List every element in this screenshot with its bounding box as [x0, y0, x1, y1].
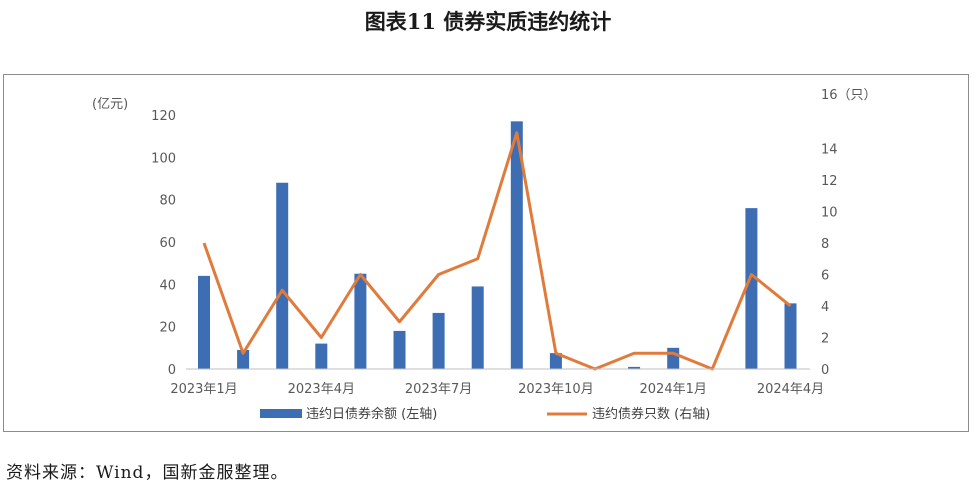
bar-2023-05: [354, 273, 367, 369]
x-tick-label: 2024年1月: [640, 382, 707, 397]
bar-2023-06: [393, 330, 406, 369]
legend-bar-label: 违约日债券余额 (左轴): [306, 406, 437, 422]
left-tick-label: 0: [168, 363, 176, 378]
bar-2024-03: [745, 208, 758, 369]
left-tick-label: 80: [159, 194, 176, 209]
x-tick-label: 2023年1月: [170, 382, 237, 397]
right-tick-label: 14: [821, 143, 838, 158]
line-path: [202, 131, 792, 371]
bar-2023-03: [276, 182, 289, 369]
bar-2023-10: [549, 353, 562, 369]
bar-2023-02: [237, 349, 250, 369]
right-axis-ticks: 0 2 4 6 8 10 12 14: [821, 143, 838, 379]
x-tick-label: 2023年4月: [288, 382, 355, 397]
right-tick-label: 12: [821, 174, 838, 189]
left-tick-label: 60: [159, 236, 176, 251]
right-tick-label: 8: [821, 237, 829, 252]
legend-bar-swatch: [260, 409, 302, 418]
bar-2023-04: [315, 343, 328, 369]
left-tick-label: 120: [151, 109, 176, 124]
source-note: 资料来源：Wind，国新金服整理。: [6, 463, 289, 483]
legend-line-label: 违约债券只数 (右轴): [592, 406, 710, 422]
bar-2024-04: [784, 303, 797, 369]
bar-2023-07: [432, 312, 445, 369]
x-tick-label: 2024年4月: [757, 382, 824, 397]
x-axis-ticks: 2023年1月 2023年4月 2023年7月 2023年10月 2024年1月 2024…: [170, 382, 824, 397]
left-tick-label: 20: [159, 321, 176, 336]
bar-2023-08: [471, 286, 484, 369]
right-axis-unit: 16（只）: [821, 88, 877, 103]
bar-2023-12: [628, 366, 641, 369]
left-axis-ticks: 0 20 40 60 80 100 120: [151, 109, 176, 378]
bar-2023-01: [198, 275, 210, 369]
left-tick-label: 40: [159, 278, 176, 293]
line-series: [202, 131, 792, 371]
bar-series: [198, 121, 797, 369]
x-tick-label: 2023年10月: [518, 382, 594, 397]
left-axis-unit: (亿元): [92, 97, 128, 112]
chart-frame: 0 20 40 60 80 100 120 0 2 4 6 8 10 12 14 2023年1月 2023年…: [3, 74, 969, 432]
right-tick-label: 10: [821, 206, 838, 221]
figure-title: 图表11 债券实质违约统计: [364, 9, 612, 34]
right-tick-label: 2: [821, 332, 829, 347]
left-tick-label: 100: [151, 151, 176, 166]
legend: 违约日债券余额 (左轴) 违约债券只数 (右轴): [260, 406, 710, 422]
x-tick-label: 2023年7月: [405, 382, 472, 397]
right-tick-label: 6: [821, 269, 829, 284]
right-tick-label: 4: [821, 300, 829, 315]
bar-2024-01: [667, 347, 680, 369]
right-tick-label: 0: [821, 363, 829, 378]
bar-2023-09: [510, 121, 523, 369]
